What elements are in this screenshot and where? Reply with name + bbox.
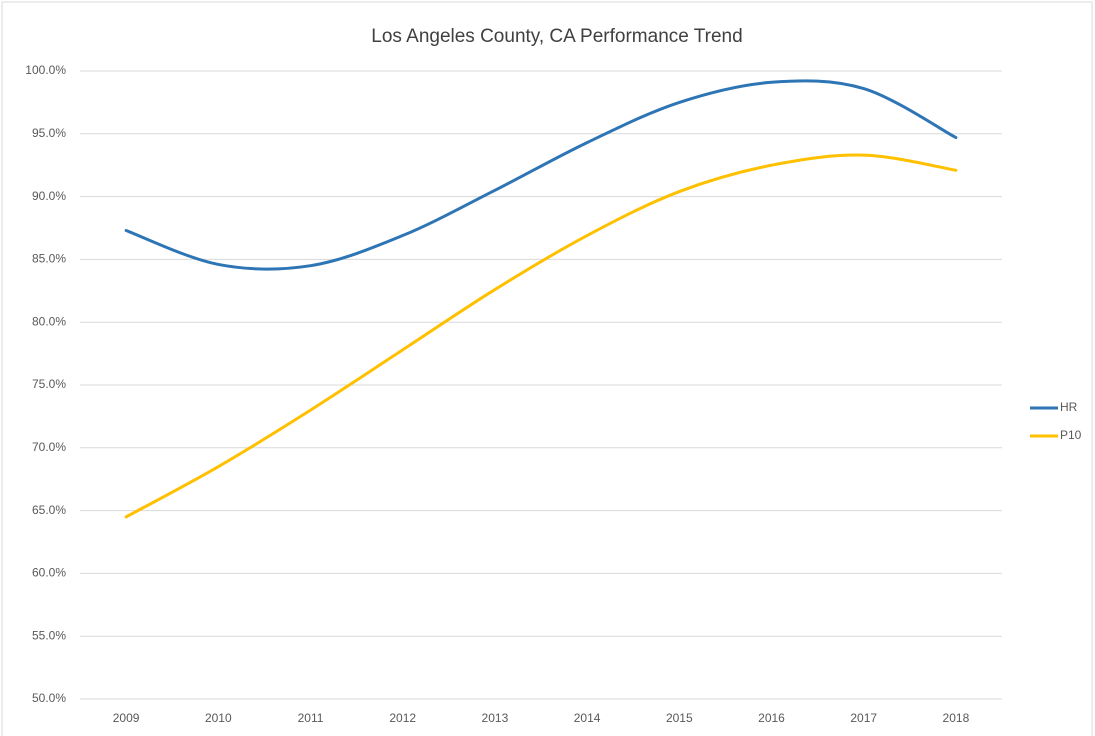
line-series (124, 153, 958, 519)
y-tick-label: 65.0% (32, 503, 66, 517)
x-tick-label: 2015 (666, 711, 693, 725)
line-series (124, 79, 958, 271)
x-tick-label: 2017 (850, 711, 877, 725)
x-tick-label: 2016 (758, 711, 785, 725)
x-tick-label: 2013 (482, 711, 509, 725)
y-tick-label: 80.0% (32, 314, 66, 328)
y-tick-label: 90.0% (32, 189, 66, 203)
x-tick-label: 2018 (943, 711, 970, 725)
y-tick-label: 60.0% (32, 566, 66, 580)
legend-label: P10 (1060, 428, 1082, 442)
x-tick-label: 2014 (574, 711, 601, 725)
chart-title: Los Angeles County, CA Performance Trend (371, 26, 742, 47)
y-tick-label: 100.0% (25, 63, 66, 77)
x-tick-label: 2009 (113, 711, 140, 725)
y-tick-label: 85.0% (32, 252, 66, 266)
y-tick-label: 95.0% (32, 126, 66, 140)
x-tick-label: 2010 (205, 711, 232, 725)
y-tick-label: 75.0% (32, 377, 66, 391)
y-tick-label: 70.0% (32, 440, 66, 454)
legend-label: HR (1060, 400, 1078, 414)
x-tick-label: 2011 (298, 711, 324, 725)
x-tick-label: 2012 (389, 711, 416, 725)
y-tick-label: 50.0% (32, 691, 66, 705)
y-tick-label: 55.0% (32, 628, 66, 642)
